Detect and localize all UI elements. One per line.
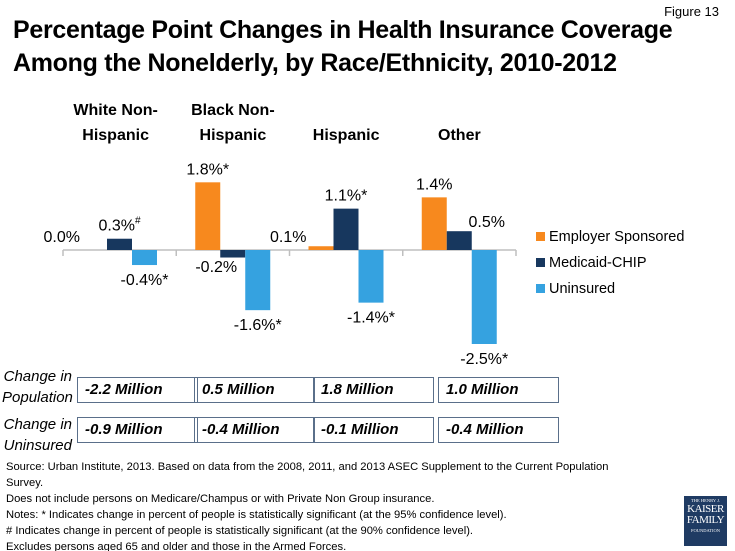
category-label: Other [399, 98, 519, 148]
legend-swatch [536, 258, 545, 267]
note-90: # Indicates change in percent of people … [6, 525, 474, 537]
category-label: Black Non- Hispanic [173, 98, 293, 148]
data-label: 0.0% [44, 229, 80, 246]
data-label: 0.1% [270, 229, 306, 246]
row-label-line: Change in [3, 416, 72, 433]
legend-label: Uninsured [549, 281, 615, 297]
data-label: -0.4%* [120, 272, 168, 289]
row-label-uninsured: Change in Uninsured [2, 414, 72, 456]
uninsured-change-box: -0.9 Million [77, 417, 198, 443]
bar-medicaid-chip [333, 208, 359, 250]
row-label-line: Population [2, 389, 73, 406]
kff-logo: THE HENRY J. KAISER FAMILY FOUNDATION [684, 496, 727, 546]
legend-label: Medicaid-CHIP [549, 255, 647, 271]
data-label: 0.3%# [98, 216, 140, 235]
uninsured-change-box: -0.4 Million [194, 417, 315, 443]
population-change-box: -2.2 Million [77, 377, 198, 403]
title-line-1: Percentage Point Changes in Health Insur… [13, 16, 673, 44]
bar-chart: 0.0% 1.8%* 0.1% 1.4% Employer Sponsored 0.3%#… [44, 161, 685, 368]
category-label-line: White Non- [73, 102, 158, 119]
category-label-line: Hispanic [312, 127, 380, 144]
bar-medicaid-chip [446, 231, 472, 250]
category-label-line: Black Non- [191, 102, 275, 119]
row-label-population: Change in Population [2, 366, 73, 408]
bar-uninsured [132, 250, 157, 266]
bar-employer-sponsored [308, 246, 334, 250]
bar-uninsured [471, 250, 497, 344]
bar-employer-sponsored [421, 197, 447, 250]
bar-medicaid-chip [220, 250, 246, 258]
title-line-2: Among the Nonelderly, by Race/Ethnicity,… [13, 49, 617, 77]
bar-uninsured [358, 250, 384, 303]
note-exclusion: Does not include persons on Medicare/Cha… [6, 493, 435, 505]
category-label: Hispanic [286, 98, 406, 148]
note-source: Source: Urban Institute, 2013. Based on … [6, 461, 609, 489]
data-label: -1.6%* [234, 317, 282, 334]
data-label: -2.5%* [460, 351, 508, 368]
data-label: -0.2% [195, 259, 237, 276]
data-label: 1.8%* [186, 161, 229, 178]
bar-uninsured [245, 250, 271, 311]
note-95: Notes: * Indicates change in percent of … [6, 509, 507, 521]
data-label: -1.4%* [347, 310, 395, 327]
category-label: White Non- Hispanic [56, 98, 176, 148]
category-label-line: Hispanic [82, 127, 149, 144]
chart-title: Percentage Point Changes in Health Insur… [13, 14, 673, 80]
population-change-box: 1.8 Million [313, 377, 434, 403]
footnotes: Source: Urban Institute, 2013. Based on … [6, 459, 646, 551]
uninsured-change-box: -0.4 Million [438, 417, 559, 443]
bar-medicaid-chip [107, 238, 132, 250]
data-label: 1.1%* [325, 188, 368, 205]
legend-label: Employer Sponsored [549, 229, 684, 245]
note-age: Excludes persons aged 65 and older and t… [6, 541, 347, 551]
legend-swatch [536, 284, 545, 293]
legend-swatch [536, 232, 545, 241]
data-label: 1.4% [416, 176, 452, 193]
population-change-box: 0.5 Million [194, 377, 315, 403]
row-label-line: Uninsured [3, 437, 72, 454]
figure-label: Figure 13 [664, 4, 719, 19]
population-change-box: 1.0 Million [438, 377, 559, 403]
category-label-line: Hispanic [199, 127, 267, 144]
data-label: 0.5% [469, 214, 505, 231]
bar-employer-sponsored [195, 182, 221, 250]
category-label-line: Other [438, 127, 481, 144]
uninsured-change-box: -0.1 Million [313, 417, 434, 443]
row-label-line: Change in [3, 368, 72, 385]
